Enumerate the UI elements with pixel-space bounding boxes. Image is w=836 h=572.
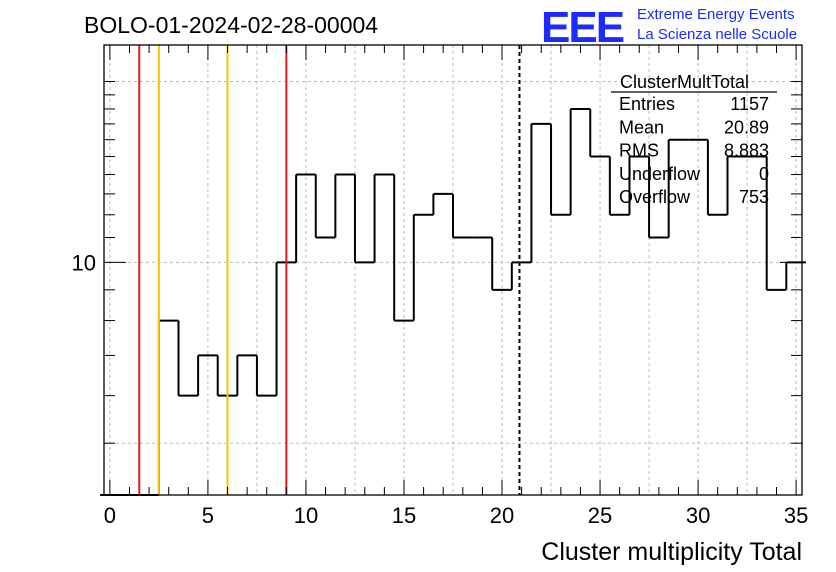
stats-row-value: 0 bbox=[759, 164, 769, 184]
stats-row-value: 1157 bbox=[730, 94, 769, 114]
run-title: BOLO-01-2024-02-28-00004 bbox=[84, 12, 378, 38]
y-tick-label: 10 bbox=[72, 250, 96, 275]
x-tick-label: 5 bbox=[202, 503, 214, 528]
stats-row-value: 20.89 bbox=[724, 117, 769, 137]
stats-rows: Entries 1157 Mean 20.89 RMS 8.883 Underflow 0 Ov… bbox=[619, 94, 769, 207]
marker-lines bbox=[138, 45, 521, 495]
x-tick-label: 20 bbox=[490, 503, 514, 528]
x-tick-label: 15 bbox=[392, 503, 416, 528]
eee-logo: EEE Extreme Energy Events La Scienza nel… bbox=[541, 3, 797, 52]
x-tick-label: 10 bbox=[294, 503, 318, 528]
stats-row-label: Mean bbox=[619, 117, 664, 137]
stats-box: ClusterMultTotal Entries 1157 Mean 20.89 RMS… bbox=[611, 72, 777, 207]
plot-frame bbox=[103, 44, 803, 496]
stats-row-label: RMS bbox=[619, 141, 659, 161]
eee-logo-line2: La Scienza nelle Scuole bbox=[637, 26, 797, 43]
x-tick-label: 35 bbox=[784, 503, 808, 528]
x-tick-label: 0 bbox=[104, 503, 116, 528]
grid bbox=[104, 45, 802, 495]
stats-row-label: Entries bbox=[619, 94, 675, 114]
stats-row-label: Overflow bbox=[619, 187, 691, 207]
eee-logo-line1: Extreme Energy Events bbox=[637, 6, 795, 23]
eee-logo-mark: EEE bbox=[541, 3, 624, 52]
x-axis-title: Cluster multiplicity Total bbox=[541, 538, 802, 566]
stats-row-value: 753 bbox=[739, 187, 769, 207]
x-tick-label: 25 bbox=[588, 503, 612, 528]
x-tick-label: 30 bbox=[686, 503, 710, 528]
stats-row-label: Underflow bbox=[619, 164, 701, 184]
axes: 0 5 10 15 20 25 30 35 10 bbox=[72, 45, 808, 528]
stats-name: ClusterMultTotal bbox=[620, 72, 749, 92]
stats-row-value: 8.883 bbox=[724, 141, 769, 161]
